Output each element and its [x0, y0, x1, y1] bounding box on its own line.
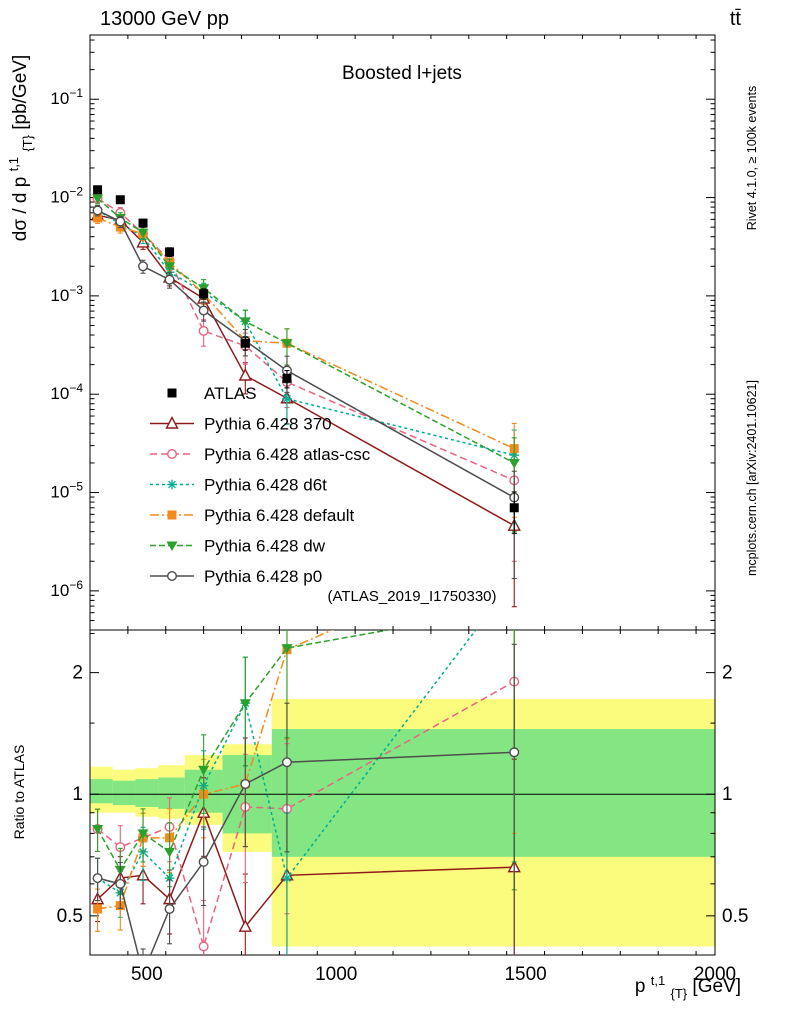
- legend-item-atlas: ATLAS: [167, 384, 257, 403]
- ratio-panel-series: [90, 630, 521, 955]
- legend-item-p0: Pythia 6.428 p0: [150, 567, 322, 586]
- process-title: tt̄: [730, 8, 742, 30]
- xlabel-sub: {T}: [671, 986, 688, 1001]
- legend-item-default: Pythia 6.428 default: [150, 506, 355, 525]
- x-axis-label: p t,1 {T} [GeV]: [635, 969, 741, 1003]
- svg-text:1: 1: [722, 784, 733, 805]
- svg-text:500: 500: [131, 964, 163, 985]
- legend: ATLAS Pythia 6.428 370 Pythia 6.428 atlas-…: [150, 384, 371, 586]
- svg-text:0.5: 0.5: [722, 906, 748, 927]
- legend-item-py370: Pythia 6.428 370: [150, 415, 332, 434]
- main-ylabel-prefix: dσ / d p: [10, 177, 31, 242]
- legend-item-dw: Pythia 6.428 dw: [150, 537, 326, 556]
- legend-label-default: Pythia 6.428 default: [204, 506, 355, 525]
- series-p0: [92, 643, 520, 955]
- svg-text:10−6: 10−6: [50, 578, 83, 600]
- svg-text:0.5: 0.5: [57, 906, 83, 927]
- svg-text:2: 2: [722, 663, 733, 684]
- legend-label-atlas: ATLAS: [204, 384, 257, 403]
- xlabel-prefix: p: [635, 976, 646, 997]
- legend-label-csc: Pythia 6.428 atlas-csc: [204, 445, 371, 464]
- svg-text:10−4: 10−4: [50, 381, 83, 403]
- svg-text:10−3: 10−3: [50, 283, 83, 305]
- ratio-y-axis-label: Ratio to ATLAS: [11, 745, 27, 840]
- analysis-id-watermark: (ATLAS_2019_I1750330): [327, 588, 496, 605]
- legend-label-d6t: Pythia 6.428 d6t: [204, 476, 327, 495]
- legend-item-csc: Pythia 6.428 atlas-csc: [150, 445, 371, 464]
- uncertainty-bands: [90, 699, 715, 947]
- series-p0: [92, 205, 520, 580]
- legend-label-py370: Pythia 6.428 370: [204, 415, 332, 434]
- svg-text:10−2: 10−2: [50, 185, 83, 207]
- svg-text:1: 1: [72, 784, 83, 805]
- series-atlas: [93, 185, 519, 534]
- main-ylabel-suffix: [pb/GeV]: [10, 55, 31, 130]
- svg-text:2000: 2000: [694, 964, 736, 985]
- svg-text:2: 2: [72, 663, 83, 684]
- main-ylabel-sub: {T}: [20, 134, 35, 151]
- svg-text:10−1: 10−1: [50, 86, 83, 108]
- main-panel-series: [90, 185, 521, 608]
- legend-label-dw: Pythia 6.428 dw: [204, 537, 326, 556]
- mcplots-arxiv-note: mcplots.cern.ch [arXiv:2401.10621]: [745, 380, 759, 576]
- legend-item-d6t: Pythia 6.428 d6t: [150, 476, 327, 495]
- xlabel-suffix: [GeV]: [692, 976, 741, 997]
- main-ylabel-sup: t,1: [6, 157, 21, 171]
- axes-frame-ticks: 500 1000 1500 2000 10−1 10−2 10−3 10−4 10−5 10−6 0…: [50, 34, 748, 985]
- series-default: [93, 212, 519, 518]
- svg-text:1500: 1500: [504, 964, 546, 985]
- analysis-title: Boosted l+jets: [342, 63, 462, 84]
- svg-text:1000: 1000: [315, 964, 357, 985]
- beam-energy-title: 13000 GeV pp: [100, 8, 229, 30]
- svg-text:10−5: 10−5: [50, 480, 83, 502]
- xlabel-sup: t,1: [651, 973, 665, 988]
- main-y-axis-label: dσ / d p t,1 {T} [pb/GeV]: [2, 55, 37, 241]
- rivet-version-note: Rivet 4.1.0, ≥ 100k events: [745, 86, 759, 230]
- legend-label-p0: Pythia 6.428 p0: [204, 567, 322, 586]
